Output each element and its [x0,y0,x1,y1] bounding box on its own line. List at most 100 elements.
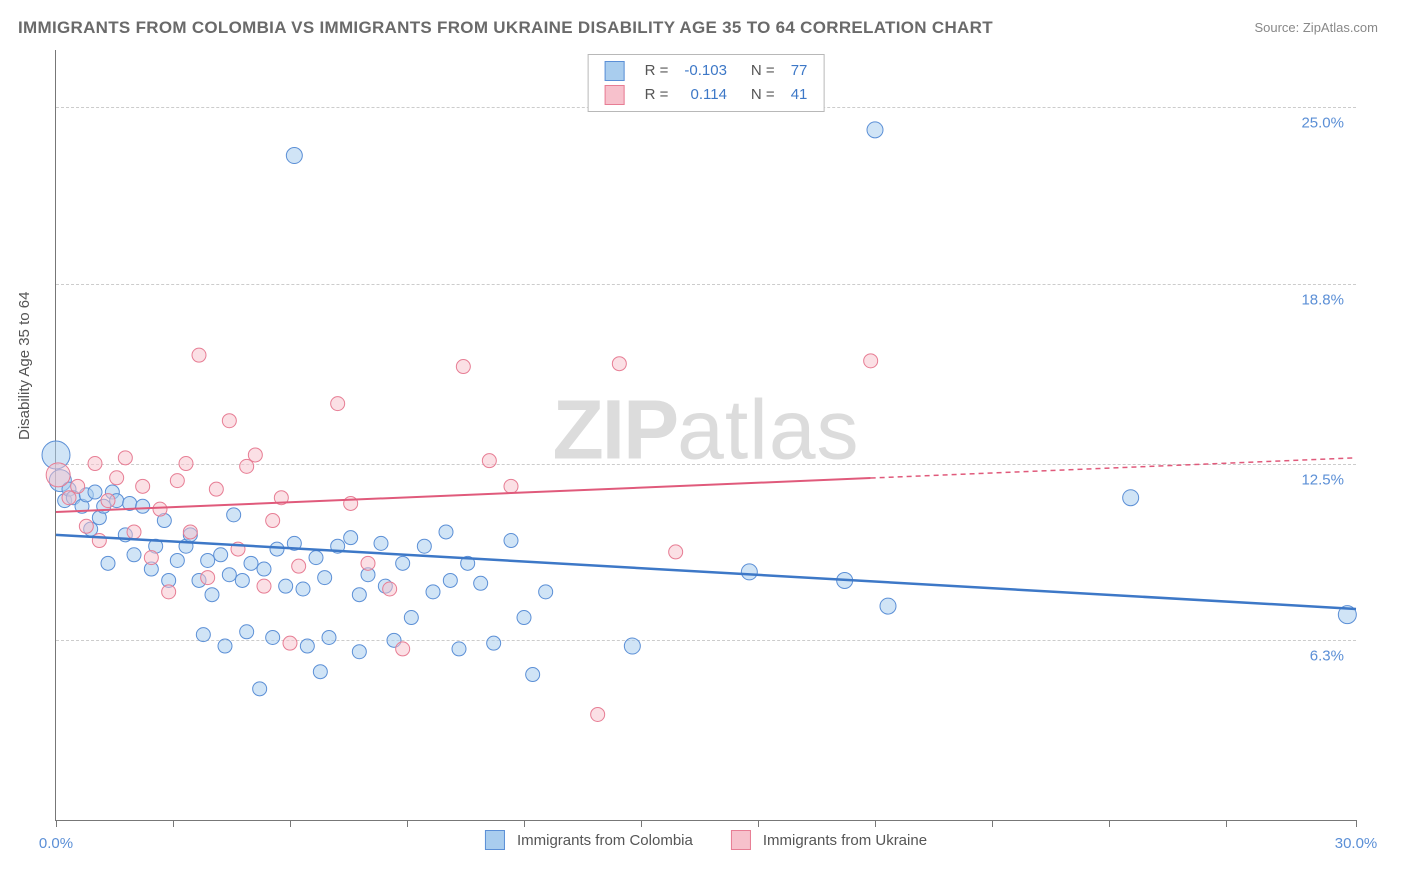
data-point-ukraine [331,397,345,411]
data-point-ukraine [201,571,215,585]
data-point-colombia [867,122,883,138]
data-point-colombia [218,639,232,653]
data-point-colombia [539,585,553,599]
data-point-colombia [240,625,254,639]
x-tick [290,820,291,827]
data-point-colombia [214,548,228,562]
data-point-colombia [426,585,440,599]
data-point-colombia [296,582,310,596]
source-attribution: Source: ZipAtlas.com [1254,20,1378,35]
legend-n-value: 77 [783,59,816,83]
x-tick [173,820,174,827]
data-point-colombia [205,588,219,602]
data-point-ukraine [192,348,206,362]
legend-r-value: 0.114 [676,83,735,107]
data-point-ukraine [222,414,236,428]
data-point-colombia [443,573,457,587]
data-point-ukraine [292,559,306,573]
correlation-table: R =-0.103N =77R =0.114N =41 [597,59,816,107]
data-point-colombia [235,573,249,587]
data-point-colombia [439,525,453,539]
x-tick [992,820,993,827]
trend-line-colombia [56,535,1356,609]
chart-title: IMMIGRANTS FROM COLOMBIA VS IMMIGRANTS F… [18,18,993,38]
data-point-colombia [487,636,501,650]
x-tick [1226,820,1227,827]
data-point-colombia [136,499,150,513]
data-point-colombia [452,642,466,656]
trend-line-ukraine-extrapolated [871,458,1356,478]
correlation-legend: R =-0.103N =77R =0.114N =41 [588,54,825,112]
data-point-colombia [170,553,184,567]
data-point-colombia [101,556,115,570]
series-legend-item: Immigrants from Colombia [485,830,693,850]
data-point-ukraine [162,585,176,599]
data-point-ukraine [283,636,297,650]
data-point-ukraine [92,534,106,548]
legend-label: Immigrants from Ukraine [763,832,927,849]
series-legend-item: Immigrants from Ukraine [731,830,927,850]
data-point-ukraine [110,471,124,485]
points-layer [42,122,1356,722]
legend-row-colombia: R =-0.103N =77 [597,59,816,83]
data-point-ukraine [62,491,76,505]
data-point-ukraine [482,454,496,468]
legend-swatch [731,830,751,850]
x-tick [875,820,876,827]
x-tick [56,820,57,827]
data-point-ukraine [170,474,184,488]
data-point-colombia [257,562,271,576]
data-point-colombia [352,588,366,602]
data-point-colombia [313,665,327,679]
x-tick-label: 30.0% [1335,835,1378,852]
data-point-ukraine [361,556,375,570]
data-point-ukraine [591,707,605,721]
data-point-colombia [741,564,757,580]
data-point-ukraine [383,582,397,596]
data-point-colombia [222,568,236,582]
data-point-ukraine [71,479,85,493]
data-point-colombia [504,534,518,548]
legend-n-value: 41 [783,83,816,107]
data-point-colombia [517,611,531,625]
data-point-colombia [624,638,640,654]
data-point-colombia [344,531,358,545]
x-tick-label: 0.0% [39,835,73,852]
legend-swatch [597,83,637,107]
legend-row-ukraine: R =0.114N =41 [597,83,816,107]
legend-n-label: N = [735,59,783,83]
data-point-ukraine [183,525,197,539]
data-point-ukraine [669,545,683,559]
x-tick [641,820,642,827]
legend-r-label: R = [637,83,677,107]
data-point-colombia [352,645,366,659]
data-point-colombia [309,551,323,565]
data-point-colombia [1123,490,1139,506]
data-point-colombia [88,485,102,499]
data-point-ukraine [396,642,410,656]
data-point-ukraine [153,502,167,516]
legend-r-value: -0.103 [676,59,735,83]
x-tick [1109,820,1110,827]
source-link[interactable]: ZipAtlas.com [1303,20,1378,35]
data-point-colombia [279,579,293,593]
data-point-colombia [270,542,284,556]
data-point-colombia [417,539,431,553]
x-tick [524,820,525,827]
data-point-ukraine [101,494,115,508]
data-point-ukraine [248,448,262,462]
legend-n-label: N = [735,83,783,107]
data-point-ukraine [144,551,158,565]
data-point-ukraine [456,360,470,374]
data-point-colombia [374,536,388,550]
data-point-ukraine [266,514,280,528]
data-point-ukraine [136,479,150,493]
x-tick [407,820,408,827]
data-point-ukraine [46,463,70,487]
data-point-colombia [201,553,215,567]
trend-lines-layer [56,458,1356,609]
data-point-colombia [286,148,302,164]
data-point-colombia [322,630,336,644]
y-axis-label: Disability Age 35 to 64 [16,292,33,440]
data-point-ukraine [118,451,132,465]
